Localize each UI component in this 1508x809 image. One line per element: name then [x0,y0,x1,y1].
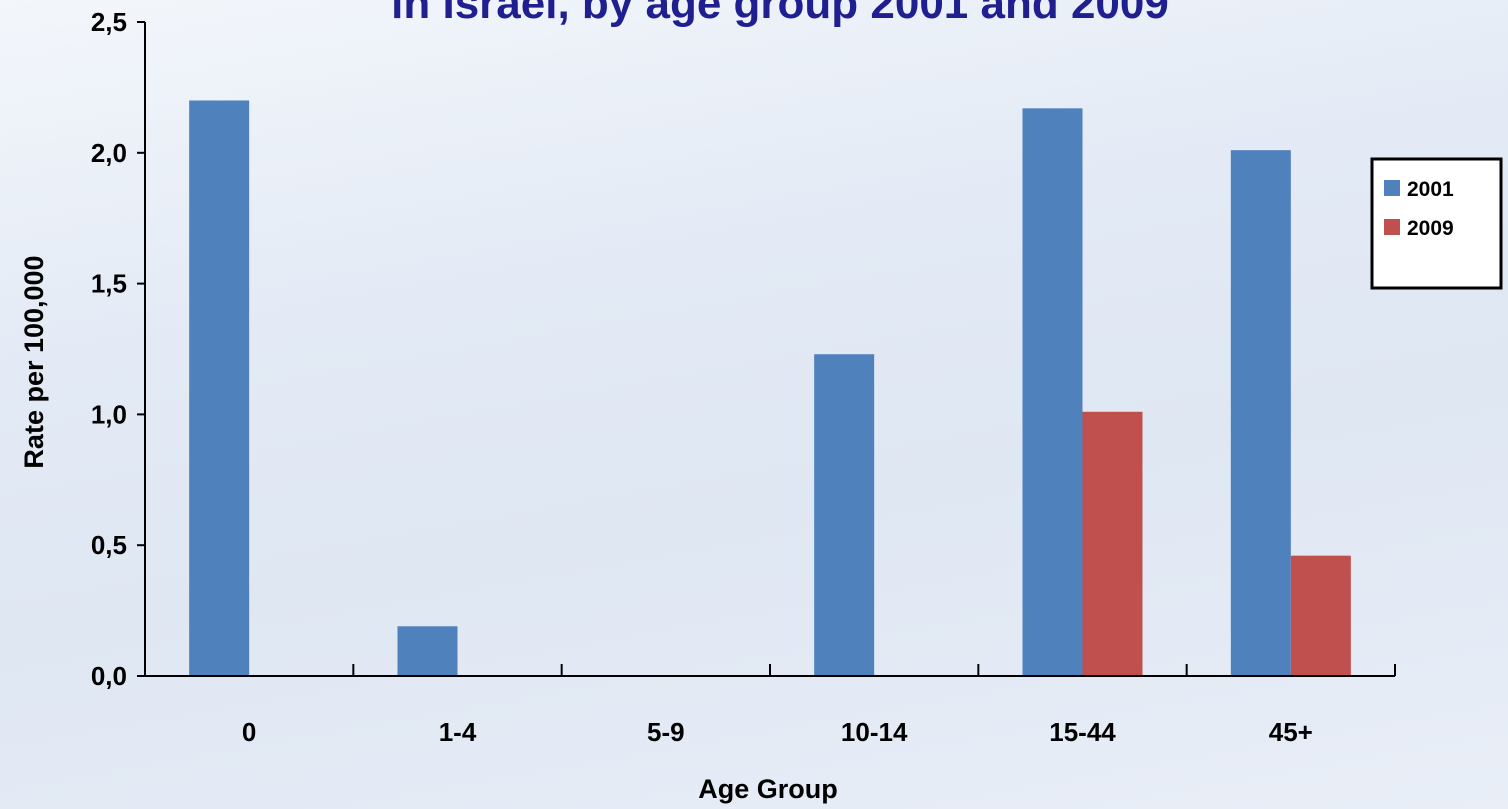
legend-label-2001: 2001 [1407,178,1454,201]
y-axis-title: Rate per 100,000 [19,255,49,468]
bar-2001-15-44 [1022,108,1083,676]
bar-2001-10-14 [814,354,875,676]
y-axis-ticks: 0,0 0,5 1,0 1,5 2,0 2,5 [91,7,145,691]
y-tick-label: 1,0 [91,399,127,429]
bar-2009-15-44 [1082,411,1143,676]
x-axis-ticks: 0 1-4 5-9 10-14 15-44 45+ [144,664,1396,747]
x-tick-label: 0 [242,717,256,747]
y-tick-label: 0,0 [91,661,127,691]
x-tick-label: 1-4 [439,717,477,747]
legend: 2001 2009 [1370,157,1503,290]
bar-2009-45+ [1290,555,1351,676]
bar-2001-1-4 [397,626,458,676]
x-tick-label: 15-44 [1049,717,1116,747]
y-tick-label: 0,5 [91,530,127,560]
legend-swatch-2009 [1384,219,1400,235]
legend-swatch-2001 [1384,180,1400,196]
bar-2001-0 [189,100,250,677]
x-tick-label: 5-9 [647,717,685,747]
legend-label-2009: 2009 [1407,217,1454,240]
y-tick-label: 1,5 [91,269,127,299]
y-tick-label: 2,5 [91,7,127,37]
bars [189,100,1351,677]
chart-title: in Israel, by age group 2001 and 2009 [391,0,1169,28]
x-tick-label: 10-14 [841,717,908,747]
bar-2001-45+ [1230,150,1291,676]
y-tick-label: 2,0 [91,138,127,168]
x-tick-label: 45+ [1269,717,1313,747]
x-axis-title: Age Group [698,774,838,804]
